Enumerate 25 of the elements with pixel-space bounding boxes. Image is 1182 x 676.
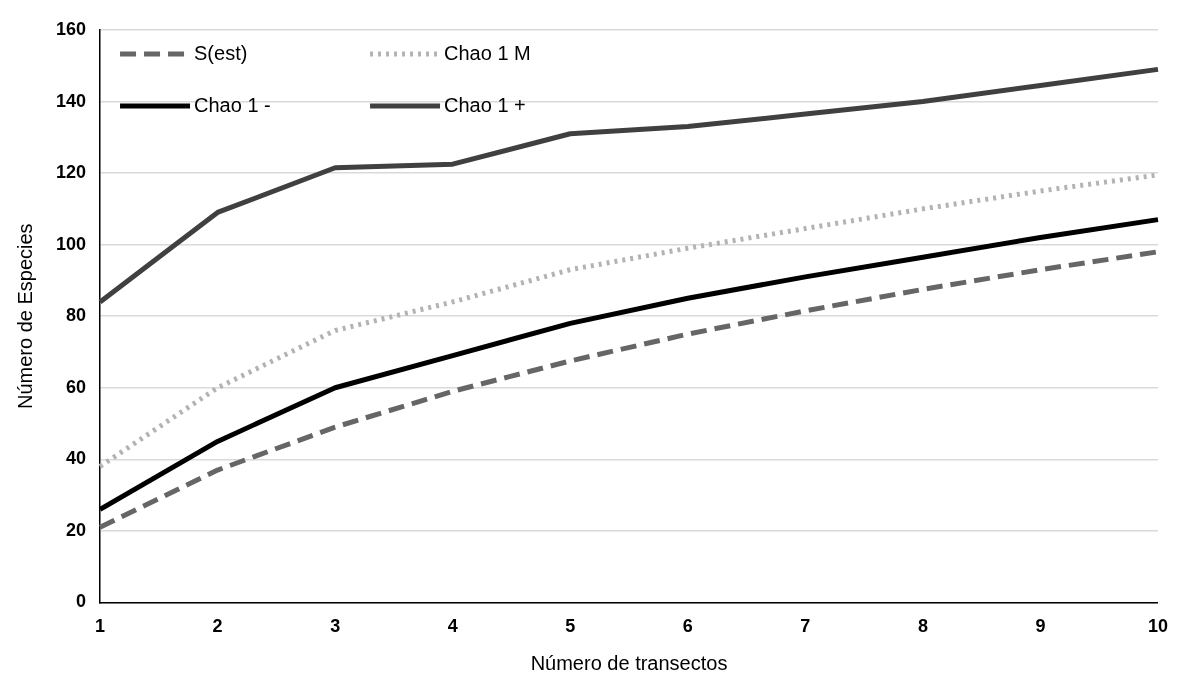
x-tick-label: 5 (565, 616, 576, 637)
y-tick-label: 100 (55, 233, 87, 254)
x-tick-label: 9 (1035, 616, 1046, 637)
legend-label: Chao 1 + (444, 93, 526, 116)
y-tick-label: 20 (66, 519, 87, 540)
legend-label: S(est) (194, 41, 248, 64)
x-tick-label: 3 (330, 616, 341, 637)
x-tick-label: 1 (95, 616, 106, 637)
x-tick-label: 7 (800, 616, 811, 637)
y-tick-label: 40 (66, 448, 87, 469)
y-tick-label: 0 (76, 591, 87, 612)
y-tick-label: 120 (55, 162, 87, 183)
legend-label: Chao 1 M (444, 41, 531, 64)
legend-label: Chao 1 - (194, 93, 271, 116)
y-tick-label: 60 (66, 376, 87, 397)
y-tick-label: 80 (66, 305, 87, 326)
x-tick-label: 10 (1147, 616, 1168, 637)
x-tick-label: 8 (917, 616, 928, 637)
x-tick-label: 2 (212, 616, 223, 637)
y-tick-label: 140 (55, 90, 87, 111)
y-tick-label: 160 (55, 18, 87, 39)
x-tick-label: 6 (682, 616, 693, 637)
x-tick-label: 4 (447, 616, 458, 637)
x-axis-title: Número de transectos (530, 651, 728, 674)
y-axis-title: Número de Especies (13, 223, 36, 410)
